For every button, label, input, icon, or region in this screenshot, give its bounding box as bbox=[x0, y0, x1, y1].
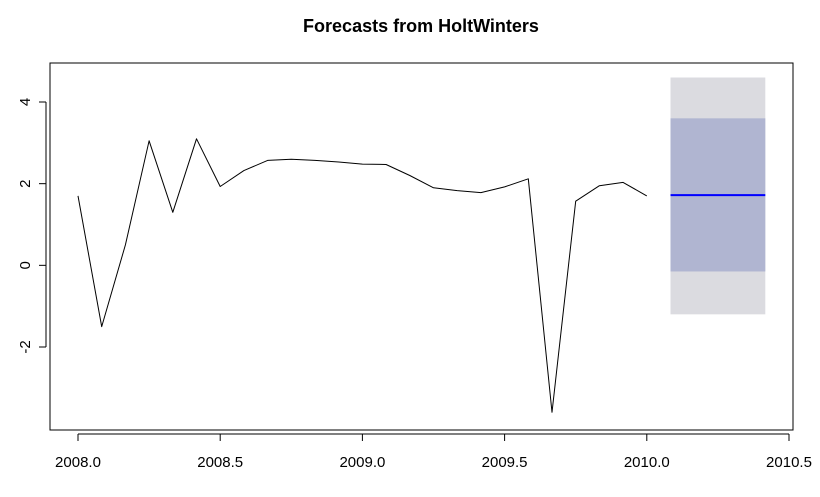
series-lines bbox=[77, 138, 766, 413]
x-axis: 2008.0 2008.5 2009.0 2009.5 2010.0 2010.5 bbox=[55, 433, 812, 471]
plot-frame bbox=[49, 62, 794, 431]
x-tick-label: 2008.0 bbox=[55, 454, 101, 471]
y-tick-label: -2 bbox=[17, 340, 34, 353]
observed-series-line bbox=[77, 138, 648, 413]
y-axis: -2 0 2 4 bbox=[17, 98, 47, 354]
y-tick-label: 0 bbox=[17, 261, 34, 269]
x-tick-label: 2009.0 bbox=[339, 454, 385, 471]
chart-title: Forecasts from HoltWinters bbox=[303, 16, 539, 36]
y-tick-label: 4 bbox=[17, 98, 34, 106]
x-tick-label: 2010.5 bbox=[766, 454, 812, 471]
y-tick-label: 2 bbox=[17, 179, 34, 187]
x-tick-label: 2010.0 bbox=[624, 454, 670, 471]
x-tick-label: 2009.5 bbox=[482, 454, 528, 471]
x-tick-label: 2008.5 bbox=[197, 454, 243, 471]
